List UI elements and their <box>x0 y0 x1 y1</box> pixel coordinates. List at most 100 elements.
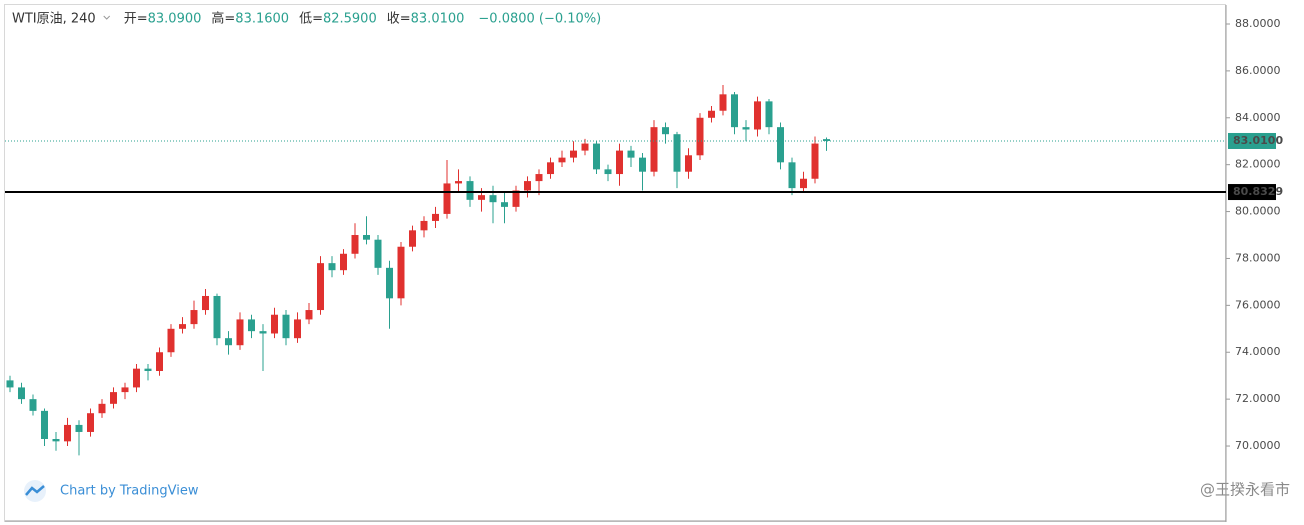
candle-body <box>719 94 727 111</box>
y-tick-label: 88.0000 <box>1235 17 1281 30</box>
candle-body <box>374 239 382 268</box>
y-tick-label: 82.0000 <box>1235 158 1281 171</box>
price-label: 80.8329 <box>1233 185 1283 198</box>
candle-body <box>696 117 704 156</box>
candle-body <box>328 263 336 271</box>
candle-body <box>823 139 830 141</box>
candle-body <box>662 127 669 135</box>
candle-body <box>685 155 692 172</box>
candle-body <box>593 143 600 170</box>
candle-body <box>788 162 796 189</box>
branding-logo <box>24 480 46 502</box>
candle-body <box>110 392 117 404</box>
candle-body <box>213 295 221 339</box>
candle-body <box>627 150 635 158</box>
candle-body <box>121 387 129 393</box>
candle-body <box>259 331 267 334</box>
y-tick-label: 70.0000 <box>1235 439 1281 452</box>
stat-label: 开= <box>124 12 148 27</box>
candle-body <box>731 94 738 128</box>
stat-label: 收= <box>387 12 411 27</box>
stat-value: 83.0100 <box>411 12 465 27</box>
price-label-box <box>1228 132 1276 149</box>
candle-body <box>248 319 255 332</box>
price-label: 83.0100 <box>1233 134 1283 147</box>
candle-body <box>236 319 244 346</box>
candle-body <box>29 399 37 411</box>
candle-body <box>18 387 25 400</box>
candle-body <box>363 235 370 240</box>
candle-body <box>225 338 232 346</box>
candle-body <box>179 324 186 329</box>
y-tick-label: 84.0000 <box>1235 111 1281 124</box>
candle-body <box>478 195 485 200</box>
candle-body <box>581 143 589 151</box>
candle-body <box>52 438 60 442</box>
candle-body <box>650 127 658 172</box>
candle-body <box>317 263 324 311</box>
candle-body <box>673 134 681 172</box>
stat-value: 83.0900 <box>148 12 202 27</box>
candle-body <box>547 162 554 175</box>
candle-body <box>75 424 83 432</box>
candle-body <box>282 314 290 339</box>
y-tick-label: 74.0000 <box>1235 345 1281 358</box>
candle-body <box>202 295 209 311</box>
price-label-box <box>1228 184 1276 201</box>
y-tick-label: 86.0000 <box>1235 64 1281 77</box>
watermark: @王揆永看市 <box>1200 481 1290 499</box>
y-tick-label: 72.0000 <box>1235 392 1281 405</box>
candle-body <box>6 380 14 388</box>
candle-body <box>98 403 106 414</box>
candle-body <box>351 235 359 254</box>
candle-body <box>64 424 71 442</box>
candle-body <box>501 202 508 207</box>
candle-body <box>708 110 715 118</box>
candle-body <box>144 368 152 372</box>
candle-body <box>489 195 497 203</box>
candle-body <box>570 150 577 158</box>
candle-body <box>397 246 405 299</box>
candle-body <box>466 181 474 200</box>
candle-body <box>754 101 761 130</box>
candle-body <box>512 190 520 207</box>
candle-body <box>167 328 175 353</box>
candle-body <box>765 101 773 128</box>
candle-body <box>639 157 646 172</box>
branding-text: Chart by TradingView <box>60 484 199 499</box>
stat-label: 高= <box>211 11 235 27</box>
stat-value: 83.1600 <box>235 12 289 27</box>
candle-body <box>340 253 347 271</box>
candle-body <box>811 143 819 179</box>
candle-body <box>386 267 393 299</box>
candle-body <box>409 230 416 247</box>
stat-label: 低= <box>299 12 323 27</box>
candle-body <box>616 150 623 175</box>
candle-body <box>271 314 278 334</box>
candle-body <box>742 127 750 130</box>
candle-body <box>305 310 313 320</box>
chart-title: WTI原油, 240 <box>12 12 96 27</box>
candle-body <box>420 220 428 231</box>
dropdown-icon <box>103 15 111 20</box>
candle-body <box>455 181 462 184</box>
y-tick-label: 78.0000 <box>1235 251 1281 264</box>
candle-body <box>443 183 451 214</box>
change-text: −0.0800 (−0.10%) <box>478 12 601 27</box>
candle-body <box>133 368 140 388</box>
candle-body <box>800 178 807 189</box>
candle-body <box>524 181 531 191</box>
candle-body <box>41 410 48 439</box>
candle-body <box>190 310 198 325</box>
candle-body <box>87 413 94 432</box>
candles <box>6 84 830 456</box>
candle-body <box>558 157 566 163</box>
y-tick-label: 80.0000 <box>1235 205 1281 218</box>
candle-body <box>777 127 784 163</box>
candle-body <box>432 213 439 221</box>
y-tick-label: 76.0000 <box>1235 298 1281 311</box>
candle-body <box>535 174 543 182</box>
candle-body <box>156 352 163 372</box>
